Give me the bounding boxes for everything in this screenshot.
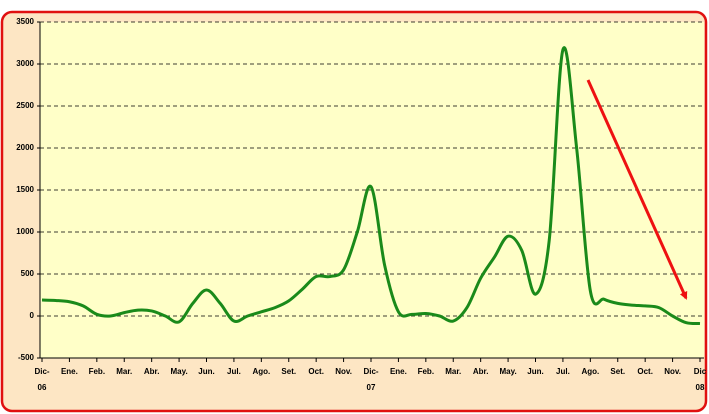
- y-tick-label: 2500: [16, 101, 34, 110]
- x-tick-label: Ene.: [61, 367, 78, 376]
- x-tick-label: Abr.: [144, 367, 160, 376]
- y-tick-label: 1000: [16, 227, 34, 236]
- x-tick-label: Abr.: [473, 367, 489, 376]
- trend-arrow: [586, 79, 688, 300]
- x-tick-label: Nov.: [335, 367, 352, 376]
- x-tick-label: Dic-: [34, 367, 49, 376]
- x-tick-label: May.: [499, 367, 516, 376]
- x-tick-label: Oct.: [637, 367, 653, 376]
- x-tick-label: Oct.: [308, 367, 324, 376]
- x-tick-label: Jul.: [556, 367, 570, 376]
- x-tick-label: Nov.: [664, 367, 681, 376]
- x-tick-label: Ene.: [390, 367, 407, 376]
- x-tick-label: Set.: [610, 367, 625, 376]
- y-tick-label: 1500: [16, 185, 34, 194]
- y-tick-label: 500: [21, 269, 35, 278]
- x-tick-label: Dic: [694, 367, 707, 376]
- x-tick-label: Jul.: [227, 367, 241, 376]
- x-tick-label: Jun.: [198, 367, 214, 376]
- x-tick-label: Feb.: [418, 367, 434, 376]
- data-line: [41, 46, 701, 326]
- year-label: 08: [696, 383, 705, 392]
- year-label: 07: [367, 383, 376, 392]
- x-tick-label: Mar.: [116, 367, 132, 376]
- x-tick-label: Jun.: [527, 367, 543, 376]
- x-tick-label: Dic-: [363, 367, 378, 376]
- y-tick-label: 2000: [16, 143, 34, 152]
- y-tick-label: 0: [30, 311, 35, 320]
- year-label: 06: [38, 383, 47, 392]
- y-tick-label: 3500: [16, 17, 34, 26]
- y-tick-label: -500: [18, 353, 35, 362]
- x-tick-label: Set.: [281, 367, 296, 376]
- x-tick-label: Ago.: [252, 367, 270, 376]
- x-tick-label: Mar.: [445, 367, 461, 376]
- x-tick-label: Ago.: [581, 367, 599, 376]
- x-tick-label: May.: [170, 367, 187, 376]
- x-tick-label: Feb.: [89, 367, 105, 376]
- y-tick-label: 3000: [16, 59, 34, 68]
